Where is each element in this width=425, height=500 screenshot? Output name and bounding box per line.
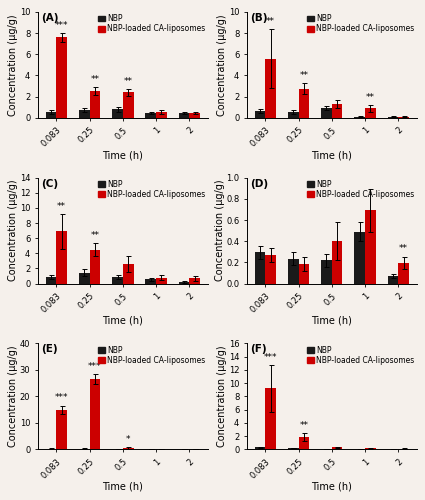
Bar: [190, 113, 200, 118]
Text: ***: ***: [55, 21, 68, 30]
X-axis label: Time (h): Time (h): [102, 316, 143, 326]
Text: (A): (A): [41, 13, 59, 23]
X-axis label: Time (h): Time (h): [102, 150, 143, 160]
Bar: [56, 232, 67, 283]
Bar: [79, 448, 90, 450]
Bar: [112, 277, 123, 283]
Bar: [156, 449, 167, 450]
Bar: [90, 379, 100, 450]
Legend: NBP, NBP-loaded CA-liposomes: NBP, NBP-loaded CA-liposomes: [306, 14, 415, 34]
Bar: [332, 104, 343, 118]
Bar: [56, 410, 67, 450]
Bar: [179, 282, 190, 284]
Bar: [45, 277, 56, 283]
Bar: [45, 448, 56, 450]
Bar: [112, 449, 123, 450]
Bar: [398, 263, 409, 283]
Bar: [332, 240, 343, 284]
X-axis label: Time (h): Time (h): [312, 482, 352, 492]
Bar: [265, 58, 276, 118]
Y-axis label: Concentration (μg/g): Concentration (μg/g): [8, 346, 18, 447]
Text: **: **: [299, 72, 309, 80]
Bar: [398, 448, 409, 450]
Text: **: **: [399, 244, 408, 254]
Bar: [288, 448, 298, 450]
Text: ***: ***: [264, 353, 278, 362]
Bar: [156, 112, 167, 118]
Y-axis label: Concentration (μg/g): Concentration (μg/g): [217, 346, 227, 447]
Bar: [354, 117, 365, 118]
Text: (B): (B): [250, 13, 268, 23]
Y-axis label: Concentration (μg/g): Concentration (μg/g): [8, 14, 18, 116]
X-axis label: Time (h): Time (h): [312, 316, 352, 326]
Text: **: **: [124, 76, 133, 86]
Bar: [56, 38, 67, 118]
Bar: [365, 448, 376, 450]
Bar: [365, 210, 376, 284]
X-axis label: Time (h): Time (h): [312, 150, 352, 160]
Bar: [190, 278, 200, 283]
Bar: [265, 255, 276, 284]
Text: **: **: [299, 422, 309, 430]
Bar: [388, 117, 398, 118]
Bar: [79, 110, 90, 118]
Bar: [145, 280, 156, 283]
Bar: [255, 448, 265, 450]
Bar: [321, 108, 332, 118]
Bar: [123, 448, 133, 450]
Text: *: *: [126, 435, 130, 444]
Bar: [298, 438, 309, 450]
Text: **: **: [366, 93, 375, 102]
Text: (C): (C): [41, 178, 59, 188]
Bar: [112, 110, 123, 118]
Bar: [354, 232, 365, 283]
Y-axis label: Concentration (μg/g): Concentration (μg/g): [218, 14, 227, 116]
Bar: [354, 448, 365, 450]
Text: **: **: [91, 75, 99, 84]
Legend: NBP, NBP-loaded CA-liposomes: NBP, NBP-loaded CA-liposomes: [97, 179, 206, 200]
Legend: NBP, NBP-loaded CA-liposomes: NBP, NBP-loaded CA-liposomes: [97, 14, 206, 34]
Bar: [321, 260, 332, 283]
Text: **: **: [57, 202, 66, 211]
X-axis label: Time (h): Time (h): [102, 482, 143, 492]
Bar: [255, 252, 265, 284]
Text: ***: ***: [88, 362, 102, 370]
Bar: [298, 88, 309, 118]
Bar: [288, 258, 298, 283]
Y-axis label: Concentration (μg/g): Concentration (μg/g): [215, 180, 225, 282]
Legend: NBP, NBP-loaded CA-liposomes: NBP, NBP-loaded CA-liposomes: [306, 345, 415, 366]
Bar: [45, 112, 56, 118]
Bar: [298, 264, 309, 283]
Text: (F): (F): [250, 344, 267, 354]
Bar: [90, 91, 100, 118]
Legend: NBP, NBP-loaded CA-liposomes: NBP, NBP-loaded CA-liposomes: [306, 179, 415, 200]
Bar: [365, 108, 376, 118]
Bar: [288, 112, 298, 118]
Bar: [145, 113, 156, 118]
Bar: [388, 448, 398, 450]
Bar: [79, 272, 90, 283]
Bar: [388, 276, 398, 283]
Bar: [332, 448, 343, 450]
Bar: [90, 250, 100, 284]
Bar: [123, 92, 133, 118]
Text: **: **: [91, 230, 99, 239]
Bar: [265, 388, 276, 450]
Legend: NBP, NBP-loaded CA-liposomes: NBP, NBP-loaded CA-liposomes: [97, 345, 206, 366]
Text: **: **: [266, 16, 275, 26]
Text: (D): (D): [250, 178, 269, 188]
Text: ***: ***: [55, 394, 68, 402]
Bar: [179, 113, 190, 118]
Bar: [398, 117, 409, 118]
Bar: [321, 448, 332, 450]
Y-axis label: Concentration (μg/g): Concentration (μg/g): [8, 180, 18, 282]
Bar: [255, 111, 265, 118]
Text: (E): (E): [41, 344, 58, 354]
Bar: [156, 278, 167, 283]
Bar: [123, 264, 133, 283]
